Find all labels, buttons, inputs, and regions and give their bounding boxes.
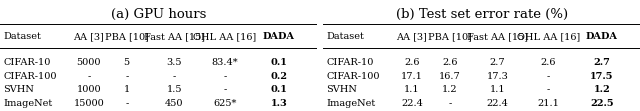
Text: 2.6: 2.6 — [442, 58, 458, 67]
Text: 0.1: 0.1 — [270, 85, 287, 94]
Text: SVHN: SVHN — [3, 85, 34, 94]
Text: 15000: 15000 — [74, 99, 104, 108]
Text: Dataset: Dataset — [326, 32, 364, 41]
Text: DADA: DADA — [586, 32, 618, 41]
Text: (b) Test set error rate (%): (b) Test set error rate (%) — [396, 8, 568, 21]
Text: Dataset: Dataset — [3, 32, 41, 41]
Text: SVHN: SVHN — [326, 85, 357, 94]
Text: 1: 1 — [124, 85, 130, 94]
Text: -: - — [547, 85, 550, 94]
Text: Fast AA [15]: Fast AA [15] — [144, 32, 205, 41]
Text: 17.1: 17.1 — [401, 72, 423, 81]
Text: Fast AA [15]: Fast AA [15] — [467, 32, 528, 41]
Text: 625*: 625* — [213, 99, 237, 108]
Text: 450: 450 — [165, 99, 184, 108]
Text: 2.7: 2.7 — [593, 58, 611, 67]
Text: 21.1: 21.1 — [537, 99, 559, 108]
Text: 17.5: 17.5 — [590, 72, 614, 81]
Text: 1.1: 1.1 — [490, 85, 505, 94]
Text: -: - — [125, 72, 129, 81]
Text: AA [3]: AA [3] — [396, 32, 428, 41]
Text: AA [3]: AA [3] — [73, 32, 104, 41]
Text: -: - — [173, 72, 176, 81]
Text: -: - — [223, 72, 227, 81]
Text: 1.5: 1.5 — [166, 85, 182, 94]
Text: 2.6: 2.6 — [404, 58, 420, 67]
Text: ImageNet: ImageNet — [3, 99, 52, 108]
Text: CIFAR-10: CIFAR-10 — [326, 58, 374, 67]
Text: -: - — [87, 72, 90, 81]
Text: -: - — [547, 72, 550, 81]
Text: (a) GPU hours: (a) GPU hours — [111, 8, 206, 21]
Text: 0.2: 0.2 — [270, 72, 287, 81]
Text: 5: 5 — [124, 58, 130, 67]
Text: -: - — [125, 99, 129, 108]
Text: 0.1: 0.1 — [270, 58, 287, 67]
Text: 3.5: 3.5 — [166, 58, 182, 67]
Text: 1000: 1000 — [76, 85, 101, 94]
Text: 83.4*: 83.4* — [212, 58, 238, 67]
Text: ImageNet: ImageNet — [326, 99, 376, 108]
Text: 22.5: 22.5 — [590, 99, 614, 108]
Text: OHL AA [16]: OHL AA [16] — [193, 32, 257, 41]
Text: CIFAR-100: CIFAR-100 — [3, 72, 57, 81]
Text: 2.6: 2.6 — [540, 58, 556, 67]
Text: OHL AA [16]: OHL AA [16] — [516, 32, 580, 41]
Text: 1.2: 1.2 — [594, 85, 611, 94]
Text: 22.4: 22.4 — [401, 99, 423, 108]
Text: -: - — [448, 99, 452, 108]
Text: -: - — [223, 85, 227, 94]
Text: 5000: 5000 — [76, 58, 101, 67]
Text: 1.2: 1.2 — [442, 85, 458, 94]
Text: 2.7: 2.7 — [490, 58, 505, 67]
Text: DADA: DADA — [263, 32, 295, 41]
Text: 1.3: 1.3 — [271, 99, 287, 108]
Text: PBA [10]: PBA [10] — [428, 32, 472, 41]
Text: 22.4: 22.4 — [486, 99, 508, 108]
Text: 1.1: 1.1 — [404, 85, 420, 94]
Text: CIFAR-100: CIFAR-100 — [326, 72, 380, 81]
Text: 17.3: 17.3 — [486, 72, 508, 81]
Text: PBA [10]: PBA [10] — [105, 32, 148, 41]
Text: CIFAR-10: CIFAR-10 — [3, 58, 51, 67]
Text: 16.7: 16.7 — [439, 72, 461, 81]
